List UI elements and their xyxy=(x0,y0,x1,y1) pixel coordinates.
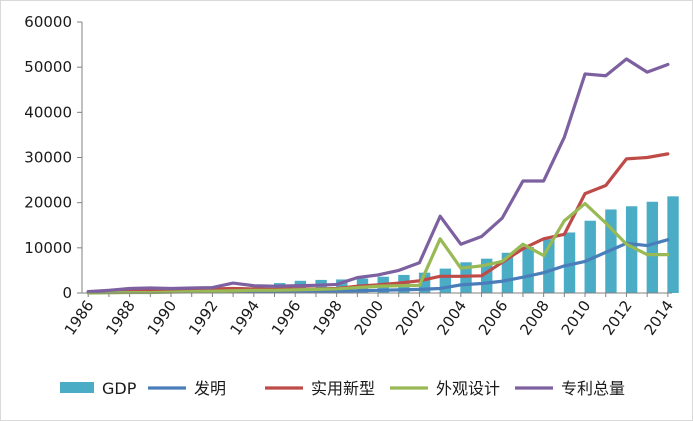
gdp-bar xyxy=(336,279,348,293)
y-tick-label: 10000 xyxy=(24,239,72,257)
gdp-bar xyxy=(439,268,452,293)
y-tick-label: 50000 xyxy=(24,58,72,76)
y-tick-label: 20000 xyxy=(24,194,72,212)
gdp-bar xyxy=(501,252,514,293)
gdp-bar xyxy=(563,232,576,293)
y-tick-label: 40000 xyxy=(24,103,72,121)
series-lines xyxy=(86,57,670,295)
legend[interactable]: GDP 发明 实用新型 外观设计 专利总量 xyxy=(60,379,625,398)
legend-label: 发明 xyxy=(194,379,226,398)
gdp-bar xyxy=(625,206,638,293)
gdp-bar xyxy=(418,272,431,293)
gdp-bar xyxy=(543,239,555,293)
gdp-bar xyxy=(522,246,534,293)
gdp-bar xyxy=(667,196,679,293)
legend-label: 专利总量 xyxy=(561,379,625,398)
series-line-外观设计 xyxy=(86,201,670,295)
y-tick-label: 30000 xyxy=(24,149,72,167)
y-axis: 0 10000 20000 30000 40000 50000 60000 xyxy=(24,13,82,302)
y-tick-label: 60000 xyxy=(24,13,72,31)
series-line-专利总量 xyxy=(86,57,670,294)
gdp-bar xyxy=(646,201,659,293)
y-tick-label: 0 xyxy=(62,284,72,302)
legend-swatch-gdp xyxy=(60,382,94,393)
legend-label: GDP xyxy=(102,379,137,398)
legend-label: 实用新型 xyxy=(311,379,375,398)
gdp-bar xyxy=(584,220,596,293)
gdp-bar xyxy=(481,258,493,293)
legend-label: 外观设计 xyxy=(436,379,500,398)
